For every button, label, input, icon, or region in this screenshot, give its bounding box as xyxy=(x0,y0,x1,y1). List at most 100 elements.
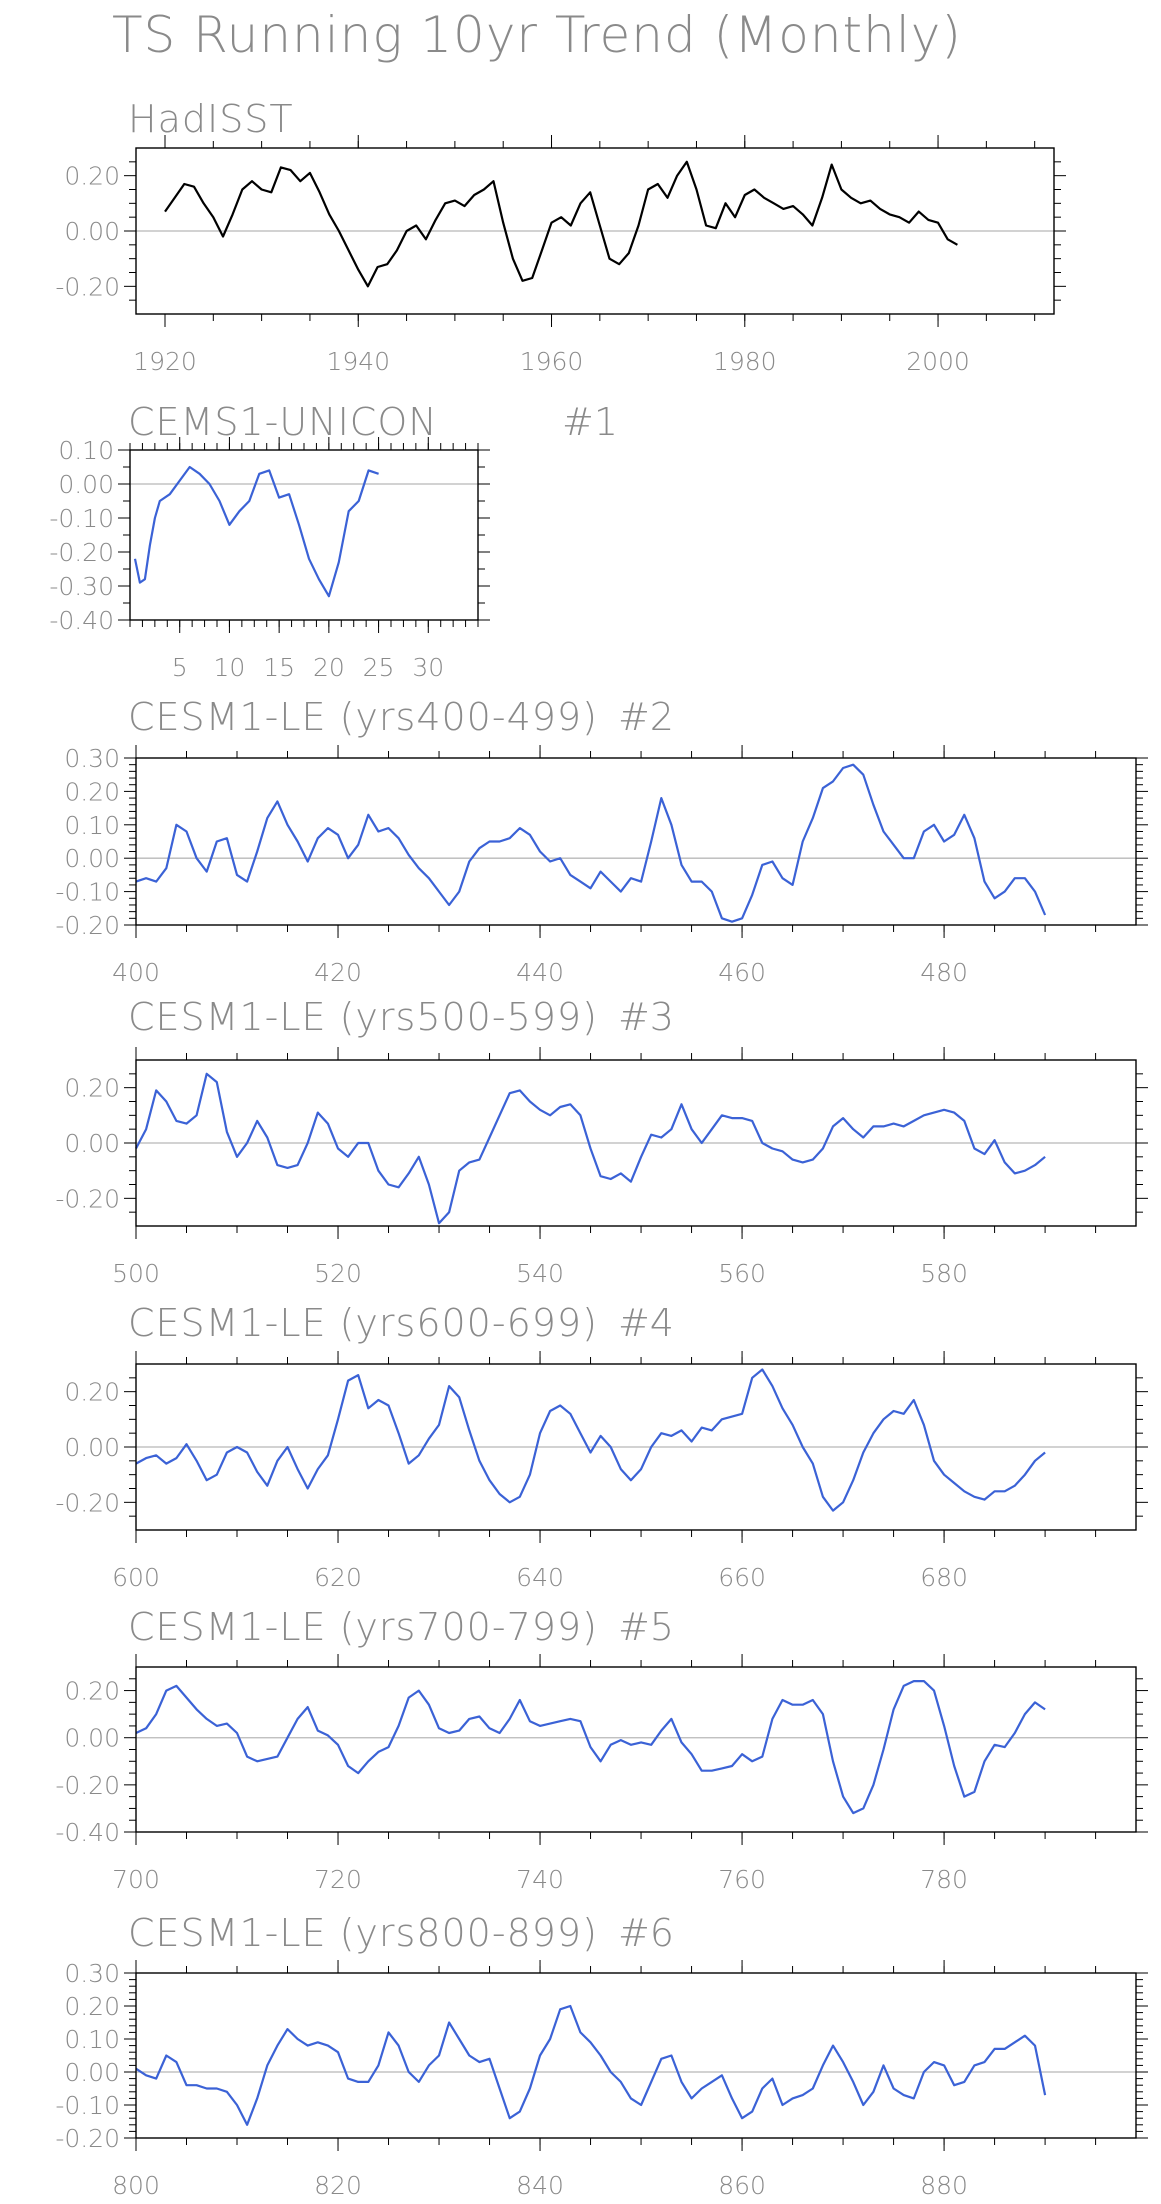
y-tick-label: -0.10 xyxy=(55,2091,120,2120)
y-tick-label: 0.20 xyxy=(64,777,120,806)
panel-title: CESM1-LE (yrs600-699) xyxy=(128,1301,598,1345)
y-tick-label: 0.00 xyxy=(64,1433,120,1462)
y-tick-label: 0.00 xyxy=(64,1724,120,1753)
y-tick-label: 0.00 xyxy=(64,2058,120,2087)
series-line xyxy=(135,1072,1046,1225)
y-tick-label: -0.10 xyxy=(49,504,114,533)
x-tick-label: 400 xyxy=(112,958,160,987)
x-tick-label: 15 xyxy=(263,653,295,682)
y-tick-label: -0.20 xyxy=(49,538,114,567)
x-tick-label: 720 xyxy=(314,1865,362,1894)
x-tick-label: 660 xyxy=(718,1563,766,1592)
y-tick-label: 0.00 xyxy=(64,217,120,246)
y-tick-label: -0.20 xyxy=(55,1488,120,1517)
y-tick-label: 0.20 xyxy=(64,1992,120,2021)
x-tick-label: 740 xyxy=(516,1865,564,1894)
y-tick-label: 0.10 xyxy=(58,436,114,465)
chart-panel-6: CESM1-LE (yrs700-799) #5 -0.40 -0.20 0.00 0.2… xyxy=(55,1605,1148,1894)
plot-frame xyxy=(135,1059,1137,1227)
y-tick-label: 0.10 xyxy=(64,2025,120,2054)
panel-title-suffix: #6 xyxy=(618,1911,674,1955)
plot-frame xyxy=(135,1666,1137,1833)
panel-title-suffix: #5 xyxy=(618,1605,674,1649)
x-tick-label: 25 xyxy=(363,653,395,682)
x-tick-label: 560 xyxy=(718,1259,766,1288)
y-tick-label: 0.20 xyxy=(64,1074,120,1103)
series-line xyxy=(133,465,379,598)
y-tick-label: 0.20 xyxy=(64,1378,120,1407)
y-tick-label: 0.00 xyxy=(64,844,120,873)
chart-panel-4: CESM1-LE (yrs500-599) #3 -0.20 0.00 0.20 500 5… xyxy=(55,995,1148,1288)
chart-panel-7: CESM1-LE (yrs800-899) #6 -0.20 -0.10 0.00 0.1… xyxy=(55,1911,1148,2200)
y-tick-label: -0.20 xyxy=(55,1184,120,1213)
panel-title: CESM1-LE (yrs700-799) xyxy=(128,1605,598,1649)
chart-panel-3: CESM1-LE (yrs400-499) #2 -0.20 -0.10 0.00 0.1… xyxy=(55,695,1148,987)
series-line xyxy=(135,763,1047,923)
x-tick-label: 540 xyxy=(516,1259,564,1288)
x-tick-label: 1940 xyxy=(326,347,390,376)
plot-frame xyxy=(129,449,479,621)
panel-title-suffix: #3 xyxy=(618,995,674,1039)
panel-title: HadISST xyxy=(128,97,294,141)
plot-frame xyxy=(135,1972,1137,2139)
x-tick-label: 420 xyxy=(314,958,362,987)
x-tick-label: 30 xyxy=(412,653,444,682)
y-tick-label: 0.30 xyxy=(64,744,120,773)
x-tick-label: 20 xyxy=(313,653,345,682)
plot-frame xyxy=(135,757,1137,926)
page-title: TS Running 10yr Trend (Monthly) xyxy=(112,6,962,64)
x-tick-label: 5 xyxy=(172,653,188,682)
series-line xyxy=(164,160,958,288)
x-tick-label: 520 xyxy=(314,1259,362,1288)
x-tick-label: 880 xyxy=(920,2171,968,2200)
x-tick-label: 820 xyxy=(314,2171,362,2200)
plot-frame xyxy=(135,1363,1137,1531)
x-tick-label: 680 xyxy=(920,1563,968,1592)
y-tick-label: -0.40 xyxy=(55,1818,120,1847)
x-tick-label: 2000 xyxy=(906,347,970,376)
panel-title: CESM1-LE (yrs800-899) xyxy=(128,1911,598,1955)
x-tick-label: 800 xyxy=(112,2171,160,2200)
x-tick-label: 860 xyxy=(718,2171,766,2200)
chart-panel-5: CESM1-LE (yrs600-699) #4 -0.20 0.00 0.20 600 6… xyxy=(55,1301,1148,1592)
y-tick-label: 0.00 xyxy=(58,470,114,499)
x-tick-label: 500 xyxy=(112,1259,160,1288)
y-tick-label: -0.20 xyxy=(55,272,120,301)
chart-panel-1: HadISST -0.20 0.00 0.20 1920 1940 1960 1980 2000 xyxy=(55,97,1066,376)
series-line xyxy=(135,1679,1046,1815)
y-tick-label: -0.40 xyxy=(49,606,114,635)
x-tick-label: 480 xyxy=(920,958,968,987)
x-tick-label: 1960 xyxy=(520,347,584,376)
y-tick-label: 0.30 xyxy=(64,1959,120,1988)
panel-title-suffix: #1 xyxy=(562,400,618,444)
x-tick-label: 460 xyxy=(718,958,766,987)
y-tick-label: 0.20 xyxy=(64,1677,120,1706)
chart-panel-2: CEMS1-UNICON #1 -0.40 -0.30 -0.20 -0.10 0.00 0.… xyxy=(49,400,618,682)
y-tick-label: -0.10 xyxy=(55,878,120,907)
panel-title: CEMS1-UNICON xyxy=(128,400,438,444)
x-tick-label: 580 xyxy=(920,1259,968,1288)
y-tick-label: -0.20 xyxy=(55,911,120,940)
y-tick-label: -0.30 xyxy=(49,572,114,601)
x-tick-label: 10 xyxy=(214,653,246,682)
series-line xyxy=(135,2004,1047,2126)
x-tick-label: 600 xyxy=(112,1563,160,1592)
x-tick-label: 780 xyxy=(920,1865,968,1894)
plot-frame xyxy=(135,147,1055,315)
panel-title-suffix: #2 xyxy=(618,695,674,739)
x-tick-label: 440 xyxy=(516,958,564,987)
y-tick-label: 0.10 xyxy=(64,811,120,840)
x-tick-label: 1980 xyxy=(713,347,777,376)
series-line xyxy=(135,1368,1046,1512)
y-tick-label: -0.20 xyxy=(55,1771,120,1800)
y-tick-label: 0.00 xyxy=(64,1129,120,1158)
x-tick-label: 760 xyxy=(718,1865,766,1894)
y-tick-label: 0.20 xyxy=(64,162,120,191)
x-tick-label: 640 xyxy=(516,1563,564,1592)
panel-title: CESM1-LE (yrs400-499) xyxy=(128,695,598,739)
panel-title-suffix: #4 xyxy=(618,1301,674,1345)
panel-title: CESM1-LE (yrs500-599) xyxy=(128,995,598,1039)
x-tick-label: 840 xyxy=(516,2171,564,2200)
